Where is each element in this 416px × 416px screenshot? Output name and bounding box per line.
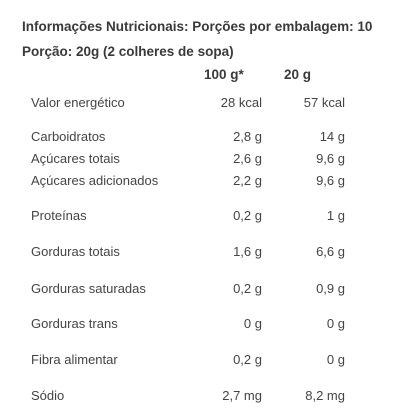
column-header-per-100g: 100 g* — [204, 67, 244, 82]
value-per-100g: 28 kcal — [220, 95, 262, 110]
column-header-per-serving: 20 g — [284, 67, 312, 82]
nutrient-label: Gorduras totais — [31, 244, 120, 259]
value-per-100g: 2,8 g — [233, 129, 262, 144]
value-per-serving: 9,6 g — [316, 173, 345, 188]
nutrient-label: Proteínas — [31, 208, 87, 223]
value-per-serving: 9,6 g — [316, 151, 345, 166]
nutrient-row-total-fat: Gorduras totais 1,6 g 6,6 g — [0, 243, 416, 261]
nutrient-label: Gorduras trans — [31, 316, 118, 331]
value-per-100g: 1,6 g — [233, 244, 262, 259]
nutrient-row-dietary-fiber: Fibra alimentar 0,2 g 0 g — [0, 351, 416, 369]
nutrient-label: Fibra alimentar — [31, 352, 118, 367]
value-per-serving: 6,6 g — [316, 244, 345, 259]
value-per-serving: 0 g — [326, 316, 345, 331]
value-per-100g: 2,6 g — [233, 151, 262, 166]
nutrient-label: Valor energético — [31, 95, 125, 110]
value-per-serving: 14 g — [319, 129, 345, 144]
nutrient-label: Açúcares totais — [31, 151, 120, 166]
nutrient-row-proteins: Proteínas 0,2 g 1 g — [0, 207, 416, 225]
nutrient-row-trans-fat: Gorduras trans 0 g 0 g — [0, 315, 416, 333]
nutrient-row-saturated-fat: Gorduras saturadas 0,2 g 0,9 g — [0, 280, 416, 298]
value-per-serving: 57 kcal — [303, 95, 345, 110]
nutrient-label: Sódio — [31, 388, 65, 403]
value-per-serving: 0 g — [326, 352, 345, 367]
value-per-100g: 0,2 g — [233, 352, 262, 367]
nutrient-row-energy: Valor energético 28 kcal 57 kcal — [0, 94, 416, 112]
value-per-serving: 8,2 mg — [305, 388, 345, 403]
nutrient-label: Gorduras saturadas — [31, 281, 146, 296]
nutrient-row-carbohydrates: Carboidratos 2,8 g 14 g — [0, 128, 416, 146]
nutrient-row-added-sugars: Açúcares adicionados 2,2 g 9,6 g — [0, 172, 416, 190]
value-per-serving: 1 g — [326, 208, 345, 223]
nutrient-label: Carboidratos — [31, 129, 106, 144]
value-per-100g: 2,7 mg — [222, 388, 262, 403]
value-per-serving: 0,9 g — [316, 281, 345, 296]
value-per-100g: 0,2 g — [233, 281, 262, 296]
nutrient-row-sodium: Sódio 2,7 mg 8,2 mg — [0, 387, 416, 405]
value-per-100g: 0,2 g — [233, 208, 262, 223]
value-per-100g: 2,2 g — [233, 173, 262, 188]
servings-heading: Informações Nutricionais: Porções por em… — [22, 19, 373, 34]
nutrient-label: Açúcares adicionados — [31, 173, 159, 188]
nutrient-row-total-sugars: Açúcares totais 2,6 g 9,6 g — [0, 150, 416, 168]
value-per-100g: 0 g — [243, 316, 262, 331]
portion-heading: Porção: 20g (2 colheres de sopa) — [22, 44, 234, 59]
